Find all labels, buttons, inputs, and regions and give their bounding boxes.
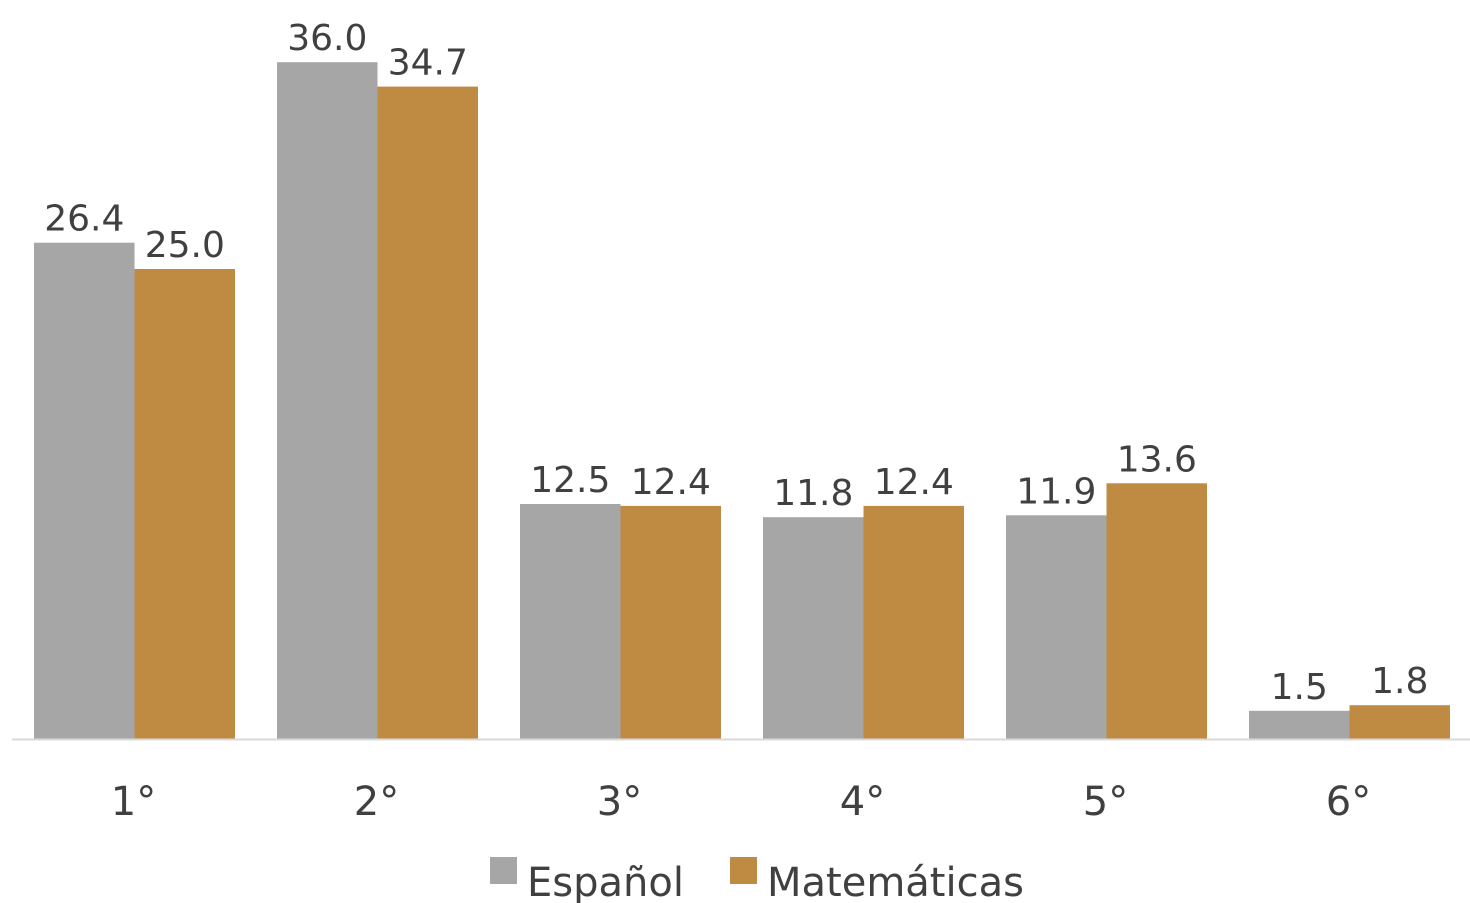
data-label-espanol-2: 36.0 <box>287 18 367 59</box>
legend-swatch-matematicas <box>730 857 757 884</box>
data-label-matematicas-1: 25.0 <box>145 225 225 266</box>
data-label-matematicas-2: 34.7 <box>388 43 468 84</box>
legend-swatch-espanol <box>490 857 517 884</box>
bar-espanol-5 <box>1006 515 1107 739</box>
bar-espanol-6 <box>1249 710 1350 739</box>
data-label-matematicas-6: 1.8 <box>1371 661 1428 702</box>
x-tick-label-2: 2° <box>354 779 399 825</box>
bar-matematicas-4 <box>863 505 964 739</box>
bar-matematicas-6 <box>1349 705 1450 739</box>
x-tick-label-6: 6° <box>1326 779 1371 825</box>
legend-label-matematicas: Matemáticas <box>767 860 1024 903</box>
data-label-espanol-5: 11.9 <box>1016 471 1096 512</box>
x-tick-label-3: 3° <box>597 779 642 825</box>
bar-matematicas-2 <box>377 86 478 740</box>
data-labels-group: 26.4 25.0 36.0 34.7 12.5 12.4 11.8 12.4 11.9 13.6… <box>44 18 1428 708</box>
legend: Español Matemáticas <box>490 857 1024 903</box>
x-tick-label-5: 5° <box>1083 779 1128 825</box>
data-label-espanol-4: 11.8 <box>773 473 853 514</box>
bar-espanol-3 <box>520 504 621 739</box>
data-label-espanol-1: 26.4 <box>44 199 124 240</box>
bars-group <box>34 62 1450 740</box>
data-label-matematicas-3: 12.4 <box>631 462 711 503</box>
data-label-espanol-6: 1.5 <box>1271 667 1328 708</box>
data-label-matematicas-4: 12.4 <box>874 462 954 503</box>
data-label-espanol-3: 12.5 <box>530 460 610 501</box>
x-tick-label-4: 4° <box>840 779 885 825</box>
bar-espanol-4 <box>763 517 864 739</box>
bar-espanol-2 <box>277 62 378 739</box>
bar-matematicas-3 <box>620 505 721 739</box>
bar-espanol-1 <box>34 242 135 739</box>
legend-label-espanol: Español <box>527 860 684 903</box>
bar-matematicas-5 <box>1106 483 1207 739</box>
bar-matematicas-1 <box>134 269 235 739</box>
x-tick-labels-group: 1° 2° 3° 4° 5° 6° <box>111 779 1371 825</box>
x-tick-label-1: 1° <box>111 779 156 825</box>
data-label-matematicas-5: 13.6 <box>1117 439 1197 480</box>
